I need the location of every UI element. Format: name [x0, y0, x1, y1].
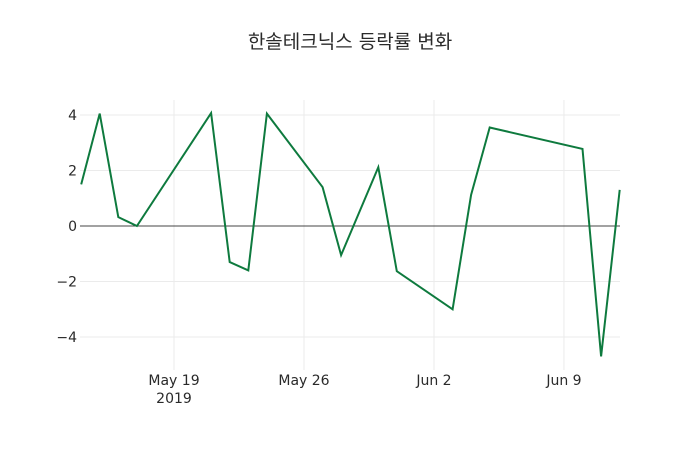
x-tick-year: 2019 [156, 391, 192, 407]
grid-lines [80, 100, 620, 370]
chart-title: 한솔테크닉스 등락률 변화 [248, 31, 452, 53]
y-axis-ticks: 4 2 0 −2 −4 [56, 108, 77, 346]
y-tick-label: −4 [56, 330, 77, 346]
y-tick-label: −2 [56, 275, 77, 291]
x-tick-label: Jun 9 [545, 373, 581, 389]
x-tick-label: May 19 [148, 373, 199, 389]
x-axis-ticks: May 19 2019 May 26 Jun 2 Jun 9 [148, 373, 581, 407]
x-tick-label: May 26 [278, 373, 329, 389]
y-tick-label: 2 [68, 164, 77, 180]
y-tick-label: 4 [68, 108, 77, 124]
x-tick-label: Jun 2 [415, 373, 451, 389]
y-tick-label: 0 [68, 219, 77, 235]
data-line [80, 110, 621, 357]
